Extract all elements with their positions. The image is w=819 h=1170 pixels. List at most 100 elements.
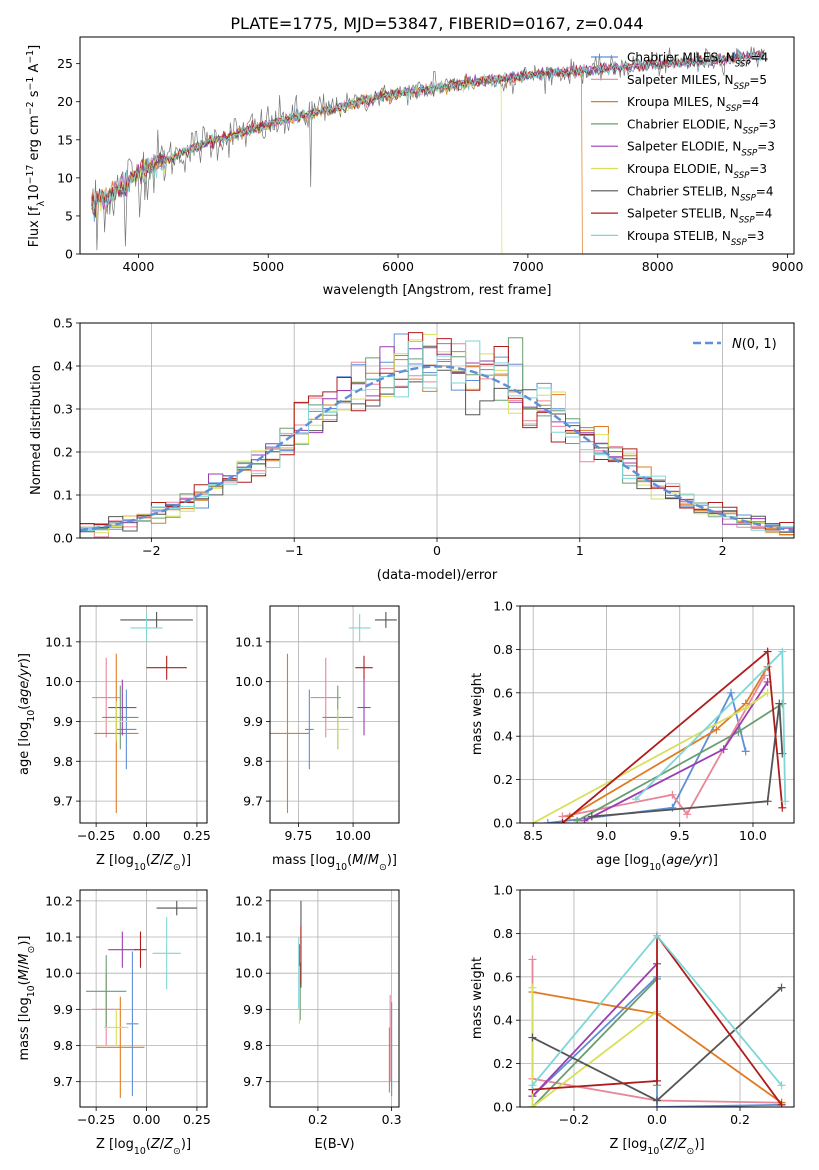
legend-label-5: Kroupa ELODIE, NSSP=3 (627, 162, 767, 181)
x-tick-label: −2 (142, 543, 160, 558)
errorbar-point-8 (130, 613, 163, 642)
errorbar-point-0 (304, 689, 314, 770)
x-tick-label: 6000 (382, 259, 414, 274)
errorbar-point-6 (374, 611, 397, 628)
errorbar-point-2 (270, 653, 310, 814)
y-tick-label: 10.1 (45, 930, 73, 945)
errorbar-point-5 (104, 1009, 129, 1046)
errorbar-point-2 (96, 996, 145, 1098)
weight-marker (712, 725, 721, 734)
x-tick-label: 10.00 (335, 828, 371, 843)
y-tick-label: 25 (57, 56, 73, 71)
weight-marker (777, 1100, 786, 1107)
weight-series-8 (528, 931, 786, 1090)
weight-line (591, 703, 784, 818)
legend-label-2: Kroupa MILES, NSSP=4 (627, 95, 759, 114)
weight-marker (558, 819, 567, 823)
weight-series-5 (529, 688, 772, 823)
errorbar-point-8 (152, 917, 181, 990)
x-axis-label: Z [log10(Z/Z⊙)] (96, 1137, 191, 1157)
y-tick-label: 10.2 (45, 893, 73, 908)
errorbar-point-4 (108, 931, 137, 968)
axes-frame (79, 889, 208, 1108)
x-axis-label: mass [log10(M/M⊙)] (272, 853, 397, 873)
x-tick-label: 0.2 (730, 1112, 750, 1127)
weight-marker (528, 1033, 537, 1042)
legend-label-6: Chabrier STELIB, NSSP=4 (627, 184, 774, 203)
weight-marker (668, 803, 677, 812)
y-tick-label: 10.0 (235, 674, 263, 689)
y-tick-label: 0 (65, 247, 73, 262)
y-tick-label: 15 (57, 132, 73, 147)
y-tick-label: 9.7 (243, 1074, 263, 1089)
legend-label-3: Chabrier ELODIE, NSSP=3 (627, 117, 776, 136)
gaussian-curve (80, 365, 794, 532)
spectrum-model-line-8 (91, 50, 765, 209)
legend-label-7: Salpeter STELIB, NSSP=4 (627, 207, 772, 226)
weight-marker (778, 647, 787, 656)
x-axis-label: wavelength [Angstrom, rest frame] (323, 283, 552, 298)
weight-marker (741, 703, 750, 712)
y-tick-label: 0.2 (493, 1056, 513, 1071)
weight-marker (683, 810, 692, 819)
legend-label-8: Kroupa STELIB, NSSP=3 (627, 229, 764, 248)
y-tick-label: 10.1 (45, 634, 73, 649)
errorbar-point-7 (146, 655, 187, 680)
axes-frame (79, 36, 795, 255)
y-tick-label: 0.3 (53, 402, 73, 417)
x-axis-label: (data-model)/error (377, 568, 498, 583)
weight-marker (781, 797, 790, 806)
weight-marker (741, 747, 750, 756)
errorbar-point-4 (357, 679, 371, 736)
weight-marker (763, 797, 772, 806)
y-tick-label: 10.2 (235, 893, 263, 908)
y-tick-label: 9.9 (53, 714, 73, 729)
weight-marker (653, 931, 661, 940)
x-axis-label: Z [log10(Z/Z⊙)] (96, 853, 191, 873)
plot-area-mass-weight-vs-age (520, 606, 794, 823)
x-tick-label: 0.0 (647, 1112, 667, 1127)
y-axis-label: Flux [fλ10−17 erg cm−2 s−1 A−1] (25, 45, 47, 247)
legend-label-4: Salpeter ELODIE, NSSP=3 (627, 140, 775, 159)
plot-area-mass-vs-EBV (270, 890, 399, 1107)
errorbar-point-5 (326, 709, 349, 750)
y-axis-label: mass [log10(M/M⊙)] (17, 936, 37, 1061)
weight-marker (528, 1081, 537, 1090)
weight-marker (719, 745, 728, 754)
plot-area-spectrum (91, 46, 765, 254)
weight-marker (528, 983, 537, 992)
x-tick-label: 9.0 (597, 828, 617, 843)
errorbar-point-4 (108, 679, 137, 736)
x-tick-label: 0.3 (382, 1112, 402, 1127)
weight-marker (775, 699, 784, 708)
x-tick-label: −0.25 (77, 828, 115, 843)
panel-age-vs-mass: 9.75 10.00 9.7 9.8 9.9 10.0 10.1 mass [log10(M/… (235, 605, 400, 873)
weight-marker (726, 688, 735, 697)
weight-marker (763, 688, 772, 697)
panel-age-vs-Z: −0.25 0.00 0.25 9.7 9.8 9.9 10.0 10.1 Z [log10(Z… (17, 605, 211, 873)
errorbar-point-0 (116, 689, 137, 770)
plot-area-age-vs-mass (270, 606, 399, 823)
panel-residual-histogram: −2 −1 0 1 2 0.0 0.1 0.2 0.3 0.4 0.5 (data-model)/er… (29, 316, 795, 583)
axes-frame (269, 889, 400, 1108)
y-tick-label: 0.0 (493, 816, 513, 831)
x-tick-label: −0.2 (559, 1112, 589, 1127)
legend-label-0: Chabrier MILES, NSSP=4 (627, 51, 768, 70)
y-tick-label: 9.7 (53, 1074, 73, 1089)
panel-mass-weight-vs-Z: −0.2 0.0 0.2 0.0 0.2 0.4 0.6 0.8 1.0 Z [log10(Z/Z… (470, 883, 795, 1157)
weight-marker (778, 803, 787, 812)
weight-marker (763, 647, 772, 656)
weight-line (532, 932, 783, 1106)
x-tick-label: 9.5 (670, 828, 690, 843)
y-tick-label: 0.6 (493, 969, 513, 984)
y-tick-label: 10.1 (235, 634, 263, 649)
y-tick-label: 0.2 (53, 445, 73, 460)
weight-series-7 (558, 647, 787, 823)
weight-marker (777, 1081, 786, 1090)
y-tick-label: 0.6 (493, 685, 513, 700)
weight-marker (777, 983, 786, 992)
x-tick-label: 9.75 (285, 828, 313, 843)
y-axis-label: mass weight (470, 673, 485, 755)
errorbar-point-6 (120, 611, 193, 628)
